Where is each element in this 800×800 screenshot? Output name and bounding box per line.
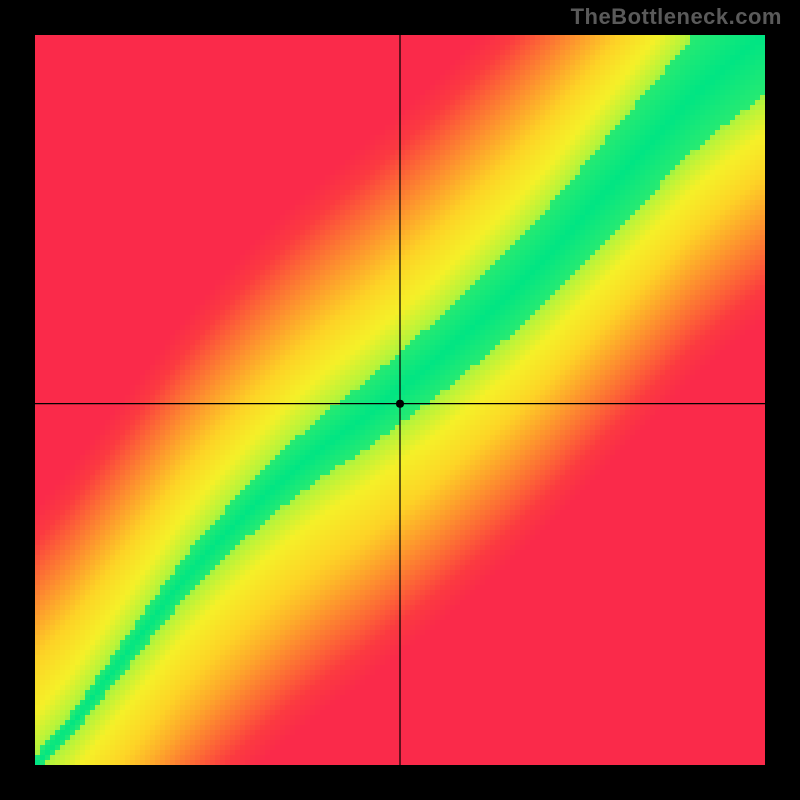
heatmap-canvas <box>0 0 800 800</box>
chart-frame: TheBottleneck.com <box>0 0 800 800</box>
watermark-text: TheBottleneck.com <box>571 4 782 30</box>
